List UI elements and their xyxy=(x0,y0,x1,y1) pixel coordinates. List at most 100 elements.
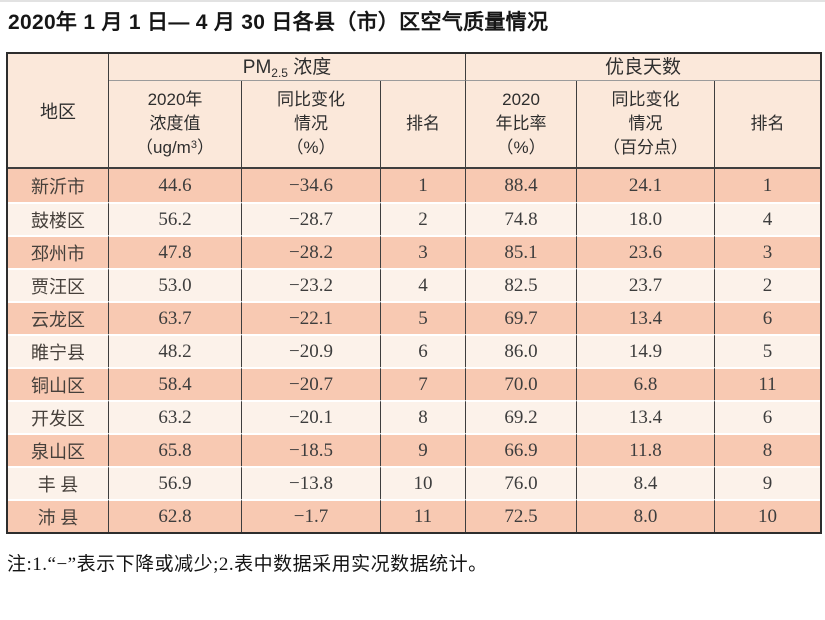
pm-change-cell: −13.8 xyxy=(242,466,381,499)
pm-rank-cell: 9 xyxy=(381,433,467,466)
pm-value-cell: 65.8 xyxy=(109,433,242,466)
good-ratio-cell: 76.0 xyxy=(466,466,578,499)
good-change-cell: 6.8 xyxy=(577,367,716,400)
pm-rank-cell: 8 xyxy=(381,400,467,433)
table-row: 沛 县 62.8 −1.7 11 72.5 8.0 10 xyxy=(8,499,821,532)
page: 2020年 1 月 1 日— 4 月 30 日各县（市）区空气质量情况 地区 P… xyxy=(0,0,825,575)
header-good-ratio: 2020 年比率 （%） xyxy=(466,81,578,169)
good-rank-cell: 4 xyxy=(715,202,821,235)
pm-value-line2: 浓度值 xyxy=(149,114,201,133)
good-ratio-cell: 70.0 xyxy=(466,367,578,400)
pm-value-cell: 48.2 xyxy=(109,334,242,367)
pm-value-cell: 62.8 xyxy=(109,499,242,532)
pm-change-cell: −28.2 xyxy=(242,235,381,268)
good-change-cell: 23.7 xyxy=(577,268,716,301)
table-row: 丰 县 56.9 −13.8 10 76.0 8.4 9 xyxy=(8,466,821,499)
good-ratio-cell: 82.5 xyxy=(466,268,578,301)
pm-change-cell: −20.7 xyxy=(242,367,381,400)
header-group-row: 地区 PM2.5 浓度 优良天数 xyxy=(8,54,821,169)
good-rank-cell: 6 xyxy=(715,301,821,334)
good-ratio-cell: 69.2 xyxy=(466,400,578,433)
good-rank-cell: 9 xyxy=(715,466,821,499)
region-cell: 泉山区 xyxy=(8,433,109,466)
good-change-cell: 18.0 xyxy=(577,202,716,235)
pm-change-cell: −22.1 xyxy=(242,301,381,334)
pm-change-cell: −23.2 xyxy=(242,268,381,301)
pm-rank-cell: 3 xyxy=(381,235,467,268)
good-change-cell: 24.1 xyxy=(577,169,716,202)
region-cell: 新沂市 xyxy=(8,169,109,202)
good-ratio-cell: 69.7 xyxy=(466,301,578,334)
pm-change-cell: −20.9 xyxy=(242,334,381,367)
header-pm-rank: 排名 xyxy=(381,81,467,169)
pm-rank-cell: 1 xyxy=(381,169,467,202)
table-row: 开发区 63.2 −20.1 8 69.2 13.4 6 xyxy=(8,400,821,433)
good-change-cell: 14.9 xyxy=(577,334,716,367)
header-pm-value: 2020年浓度值 （ug/m3） xyxy=(109,81,242,169)
pm-rank-cell: 4 xyxy=(381,268,467,301)
region-cell: 丰 县 xyxy=(8,466,109,499)
pm25-label-prefix: PM xyxy=(242,56,272,78)
pm-change-cell: −28.7 xyxy=(242,202,381,235)
good-rank-cell: 3 xyxy=(715,235,821,268)
pm-value-cell: 56.9 xyxy=(109,466,242,499)
good-rank-cell: 10 xyxy=(715,499,821,532)
region-cell: 鼓楼区 xyxy=(8,202,109,235)
region-cell: 铜山区 xyxy=(8,367,109,400)
pm-rank-cell: 11 xyxy=(381,499,467,532)
pm-change-cell: −1.7 xyxy=(242,499,381,532)
table-row: 鼓楼区 56.2 −28.7 2 74.8 18.0 4 xyxy=(8,202,821,235)
pm-change-cell: −20.1 xyxy=(242,400,381,433)
top-divider xyxy=(0,0,825,2)
region-cell: 邳州市 xyxy=(8,235,109,268)
air-quality-table: 地区 PM2.5 浓度 优良天数 2020年浓度值 （ug/m3） 同比变化 情况… xyxy=(6,52,823,534)
table-row: 邳州市 47.8 −28.2 3 85.1 23.6 3 xyxy=(8,235,821,268)
header-region: 地区 xyxy=(8,54,109,169)
page-title: 2020年 1 月 1 日— 4 月 30 日各县（市）区空气质量情况 xyxy=(8,11,549,34)
header-group-pm25: PM2.5 浓度 xyxy=(109,54,467,81)
pm-value-cell: 63.7 xyxy=(109,301,242,334)
good-ratio-cell: 72.5 xyxy=(466,499,578,532)
pm-change-cell: −34.6 xyxy=(242,169,381,202)
table-body: 新沂市 44.6 −34.6 1 88.4 24.1 1 鼓楼区 56.2 −2… xyxy=(8,169,821,532)
region-cell: 贾汪区 xyxy=(8,268,109,301)
good-rank-cell: 6 xyxy=(715,400,821,433)
good-ratio-cell: 86.0 xyxy=(466,334,578,367)
header-group-good-days: 优良天数 xyxy=(466,54,821,81)
region-cell: 云龙区 xyxy=(8,301,109,334)
table-row: 睢宁县 48.2 −20.9 6 86.0 14.9 5 xyxy=(8,334,821,367)
good-rank-cell: 1 xyxy=(715,169,821,202)
header-good-rank: 排名 xyxy=(715,81,821,169)
good-rank-cell: 5 xyxy=(715,334,821,367)
good-rank-cell: 8 xyxy=(715,433,821,466)
good-ratio-cell: 66.9 xyxy=(466,433,578,466)
pm-value-unit: （ug/m3） xyxy=(136,138,214,157)
good-ratio-cell: 88.4 xyxy=(466,169,578,202)
pm-change-cell: −18.5 xyxy=(242,433,381,466)
table-header: 地区 PM2.5 浓度 优良天数 2020年浓度值 （ug/m3） 同比变化 情况… xyxy=(8,54,821,169)
good-change-cell: 11.8 xyxy=(577,433,716,466)
pm-value-cell: 47.8 xyxy=(109,235,242,268)
pm-rank-cell: 7 xyxy=(381,367,467,400)
table-row: 泉山区 65.8 −18.5 9 66.9 11.8 8 xyxy=(8,433,821,466)
good-change-cell: 8.0 xyxy=(577,499,716,532)
pm-rank-cell: 5 xyxy=(381,301,467,334)
pm-value-cell: 53.0 xyxy=(109,268,242,301)
good-change-cell: 13.4 xyxy=(577,301,716,334)
region-cell: 开发区 xyxy=(8,400,109,433)
good-ratio-cell: 74.8 xyxy=(466,202,578,235)
unit-superscript: 3 xyxy=(190,139,197,151)
region-cell: 睢宁县 xyxy=(8,334,109,367)
header-good-change: 同比变化 情况 （百分点） xyxy=(577,81,716,169)
header-sub-row: 2020年 浓度值 （ug/m3） 同比变化 情况 （%） 排名 2020 年比率 … xyxy=(8,81,821,169)
pm25-label-suffix: 浓度 xyxy=(287,56,332,78)
footnote: 注:1.“−”表示下降或减少;2.表中数据采用实况数据统计。 xyxy=(7,554,488,575)
pm-value-line1: 2020年 xyxy=(147,90,203,109)
pm25-label-subscript: 2.5 xyxy=(271,65,288,80)
region-cell: 沛 县 xyxy=(8,499,109,532)
good-change-cell: 8.4 xyxy=(577,466,716,499)
pm-value-cell: 63.2 xyxy=(109,400,242,433)
table-row: 新沂市 44.6 −34.6 1 88.4 24.1 1 xyxy=(8,169,821,202)
pm-rank-cell: 6 xyxy=(381,334,467,367)
pm-rank-cell: 10 xyxy=(381,466,467,499)
